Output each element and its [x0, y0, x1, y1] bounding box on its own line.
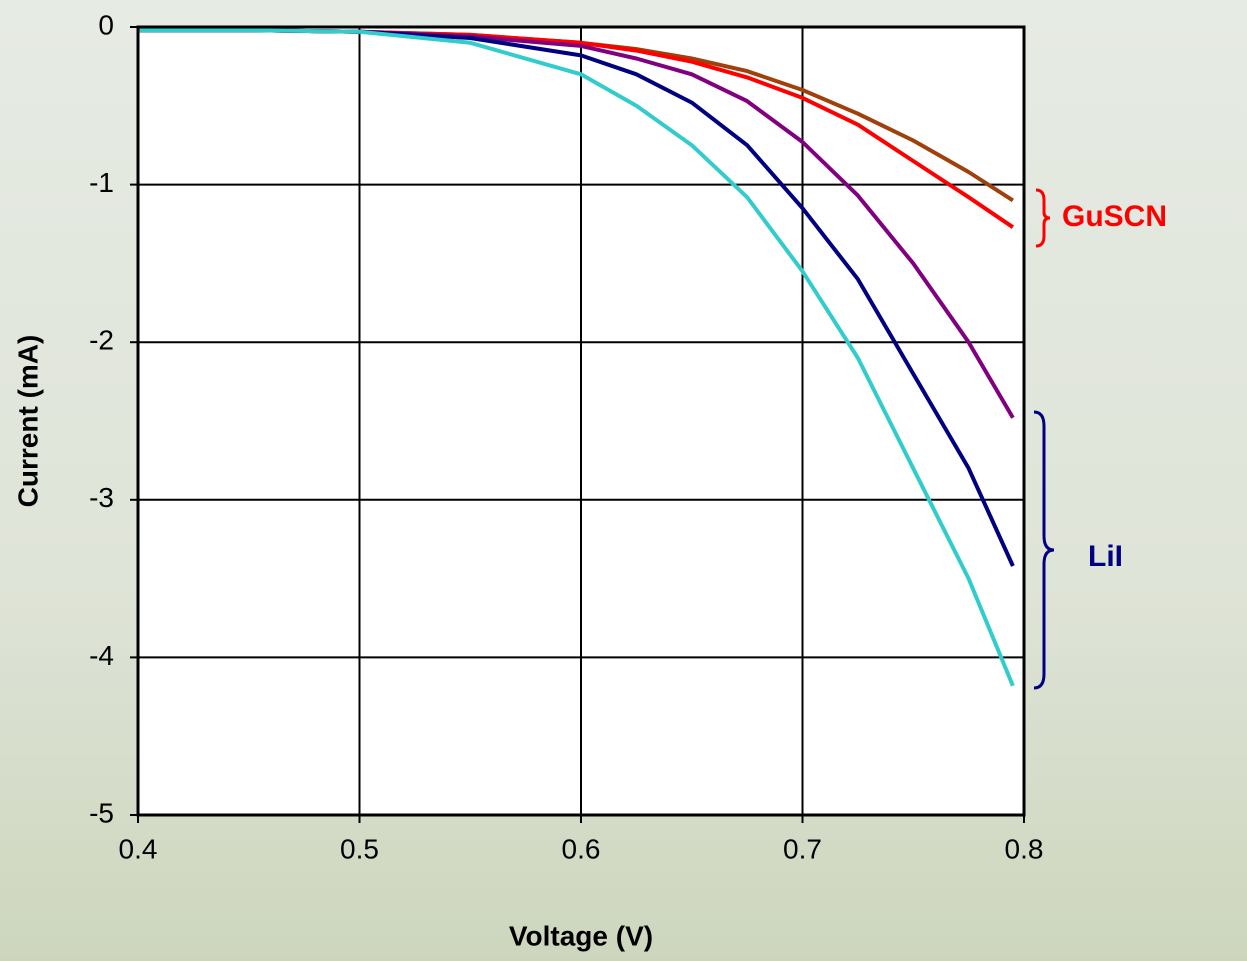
x-axis-title: Voltage (V) — [509, 920, 653, 951]
lines — [138, 28, 1015, 687]
x-tick-label: 0.5 — [340, 833, 379, 864]
x-tick-label: 0.8 — [1005, 833, 1044, 864]
y-tick-label: -2 — [89, 325, 114, 356]
series-line — [138, 28, 1015, 687]
annotation: LiI — [1088, 540, 1123, 573]
y-tick-label: -4 — [89, 640, 114, 671]
y-tick-label: -3 — [89, 482, 114, 513]
brace — [1033, 410, 1055, 690]
y-tick-label: -1 — [89, 167, 114, 198]
x-tick-label: 0.6 — [562, 833, 601, 864]
y-tick-label: -5 — [89, 797, 114, 828]
x-tick-label: 0.4 — [119, 833, 158, 864]
y-axis-title: Current (mA) — [12, 335, 43, 508]
brace — [1035, 188, 1051, 248]
y-tick-label: 0 — [98, 9, 114, 40]
plot-border — [136, 25, 1026, 817]
annotation: GuSCN — [1062, 200, 1167, 233]
x-tick-label: 0.7 — [783, 833, 822, 864]
